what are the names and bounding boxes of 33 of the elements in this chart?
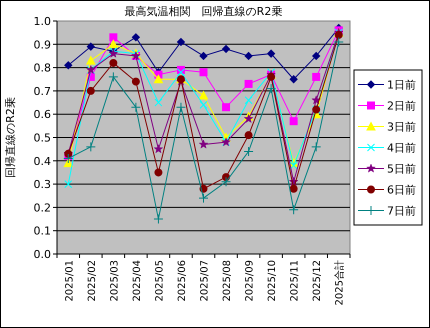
legend-label: 6日前 (387, 184, 416, 196)
legend-label: 4日前 (387, 142, 416, 154)
y-tick-label: 0.2 (34, 201, 51, 214)
x-tick-label: 2025/08 (222, 260, 234, 302)
legend-label: 5日前 (387, 162, 416, 176)
y-tick-label: 0.5 (34, 132, 51, 144)
x-tick-label: 2025/03 (109, 260, 120, 302)
x-tick-label: 2025合計 (334, 260, 346, 306)
legend-label: 2日前 (387, 100, 416, 112)
x-tick-label: 2025/06 (176, 260, 188, 302)
y-tick-label: 0.9 (34, 38, 51, 52)
y-axis-title: 回帰直線のR2乗 (4, 97, 17, 178)
legend-label: 1日前 (387, 78, 416, 92)
x-tick-label: 2025/05 (154, 260, 166, 302)
x-tick-label: 2025/11 (290, 260, 301, 302)
x-tick-label: 2025/02 (86, 260, 98, 302)
y-tick-label: 0.1 (34, 224, 51, 238)
x-tick-label: 2025/04 (132, 260, 143, 302)
y-tick-label: 0.3 (34, 178, 51, 192)
x-tick-label: 2025/09 (244, 260, 256, 302)
y-tick-label: 0.7 (34, 84, 51, 98)
x-tick-label: 2025/12 (312, 260, 324, 302)
x-tick-label: 2025/10 (267, 260, 278, 302)
x-tick-label: 2025/01 (64, 260, 76, 302)
y-tick-label: 0.6 (34, 108, 51, 122)
y-tick-label: 0.4 (34, 154, 51, 168)
legend-label: 3日前 (387, 120, 416, 134)
y-tick-label: 1.0 (34, 15, 51, 28)
y-tick-label: 0.8 (34, 62, 51, 75)
chart-title: 最高気温相関 回帰直線のR2乗 (124, 5, 282, 18)
x-tick-label: 2025/07 (200, 260, 210, 302)
legend-label: 7日前 (387, 204, 416, 218)
y-tick-label: 0.0 (34, 248, 51, 261)
